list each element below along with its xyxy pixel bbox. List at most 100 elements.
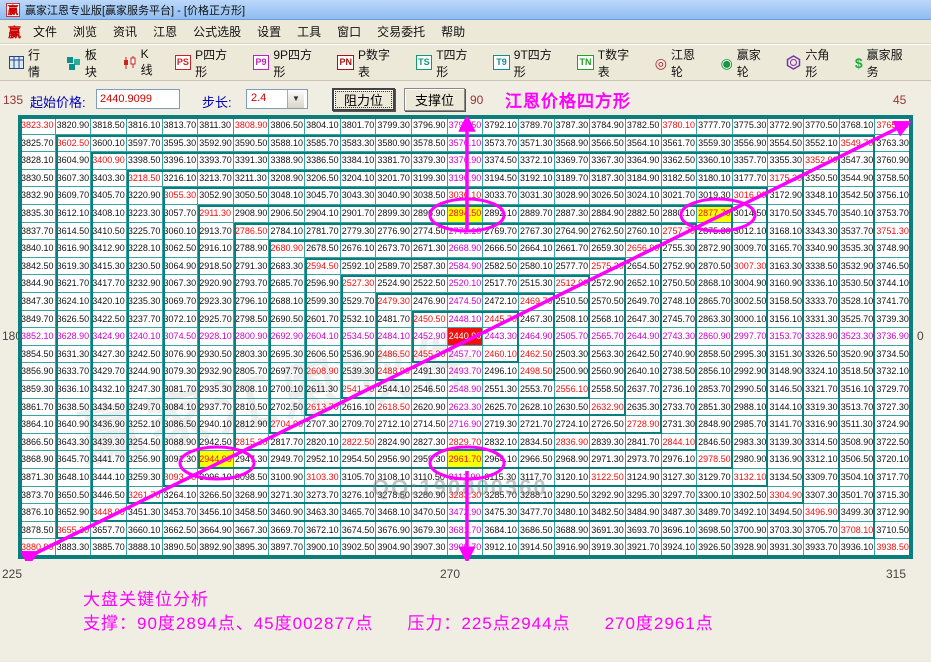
grid-cell[interactable]: 3614.50 [55,222,92,241]
grid-cell[interactable]: 2572.90 [590,275,626,293]
grid-cell[interactable]: 3256.90 [126,451,163,469]
grid-cell[interactable]: 2455.30 [412,345,448,364]
grid-cell[interactable]: 3115.30 [483,469,519,487]
toolbar-t-square[interactable]: TS T四方形 [413,44,482,82]
grid-cell[interactable]: 2673.70 [376,240,413,258]
grid-cell[interactable]: 2832.10 [483,433,519,452]
grid-cell[interactable]: 2748.10 [661,293,698,311]
grid-cell[interactable]: 3072.10 [162,310,199,329]
grid-cell[interactable]: 3532.90 [839,257,876,276]
grid-cell[interactable]: 3688.90 [554,521,591,540]
grid-cell[interactable]: 3040.90 [376,187,413,205]
grid-cell[interactable]: 3523.30 [839,328,876,346]
grid-cell[interactable]: 2496.10 [483,363,519,381]
grid-cell[interactable]: 2724.10 [554,416,591,434]
grid-cell[interactable]: 2779.30 [340,222,377,241]
grid-cell[interactable]: 2776.90 [376,222,413,241]
grid-cell[interactable]: 3938.50 [875,539,911,557]
grid-cell[interactable]: 2616.10 [340,398,377,417]
grid-cell[interactable]: 2560.90 [590,363,626,381]
grid-cell[interactable]: 3360.10 [697,152,733,170]
grid-cell[interactable]: 2712.10 [376,416,413,434]
grid-cell[interactable]: 3921.70 [625,539,662,557]
grid-cell[interactable]: 3324.10 [804,363,840,381]
grid-cell[interactable]: 3674.50 [340,521,377,540]
grid-cell[interactable]: 3554.50 [768,134,805,153]
menu-browse[interactable]: 浏览 [73,25,98,39]
grid-cell[interactable]: 2664.10 [518,240,555,258]
grid-cell[interactable]: 2872.90 [697,240,733,258]
grid-cell[interactable]: 3271.30 [269,486,306,505]
grid-cell[interactable]: 3676.90 [376,521,413,540]
grid-cell[interactable]: 2808.10 [233,381,270,399]
grid-cell[interactable]: 2959.30 [412,451,448,469]
grid-cell[interactable]: 3885.70 [91,539,127,557]
grid-cell[interactable]: 3628.90 [55,328,92,346]
grid-cell[interactable]: 3621.70 [55,275,92,293]
grid-cell[interactable]: 3892.90 [198,539,234,557]
grid-cell[interactable]: 2500.90 [554,363,591,381]
grid-cell[interactable]: 3444.10 [91,469,127,487]
grid-cell[interactable]: 3825.70 [20,134,56,153]
grid-cell[interactable]: 2925.70 [198,310,234,329]
grid-cell[interactable]: 3220.90 [126,187,163,205]
grid-cell[interactable]: 2604.10 [305,328,341,346]
grid-cell[interactable]: 3912.10 [483,539,519,557]
grid-cell[interactable]: 3304.90 [768,486,805,505]
grid-cell[interactable]: 2762.50 [590,222,626,241]
grid-cell[interactable]: 3376.90 [447,152,484,170]
grid-cell[interactable]: 2928.10 [198,328,234,346]
grid-cell[interactable]: 2740.90 [661,345,698,364]
grid-cell[interactable]: 2923.30 [198,293,234,311]
grid-cell[interactable]: 3724.90 [875,416,911,434]
toolbar-sectors[interactable]: 板块 [63,44,111,82]
grid-cell[interactable]: 3919.30 [590,539,626,557]
grid-cell[interactable]: 2940.10 [198,416,234,434]
grid-cell[interactable]: 3139.30 [768,433,805,452]
grid-cell[interactable]: 3388.90 [269,152,306,170]
grid-cell[interactable]: 3403.30 [91,169,127,188]
grid-cell[interactable]: 3067.30 [162,275,199,293]
grid-cell[interactable]: 3895.30 [233,539,270,557]
grid-cell[interactable]: 2659.30 [590,240,626,258]
grid-cell[interactable]: 3830.50 [20,169,56,188]
grid-cell[interactable]: 3424.90 [91,328,127,346]
grid-cell[interactable]: 2529.70 [340,293,377,311]
grid-cell[interactable]: 2460.10 [483,345,519,364]
grid-cell[interactable]: 3194.50 [483,169,519,188]
grid-cell[interactable]: 2913.70 [198,222,234,241]
grid-cell[interactable]: 3120.10 [554,469,591,487]
grid-cell[interactable]: 3374.50 [483,152,519,170]
grid-cell[interactable]: 2798.50 [233,310,270,329]
grid-cell[interactable]: 3496.90 [804,504,840,522]
grid-cell[interactable]: 2760.10 [625,222,662,241]
grid-cell[interactable]: 3112.90 [447,469,484,487]
grid-cell[interactable]: 3492.10 [732,504,769,522]
grid-cell[interactable]: 2683.30 [269,257,306,276]
grid-cell[interactable]: 2630.50 [554,398,591,417]
grid-cell[interactable]: 2671.30 [412,240,448,258]
grid-cell[interactable]: 2875.30 [697,222,733,241]
grid-cell[interactable]: 2510.50 [554,293,591,311]
grid-cell[interactable]: 3698.50 [697,521,733,540]
grid-cell[interactable]: 3806.50 [269,117,306,135]
grid-cell[interactable]: 2652.10 [625,275,662,293]
grid-cell[interactable]: 2846.50 [697,433,733,452]
grid-cell[interactable]: 3633.70 [55,363,92,381]
grid-cell[interactable]: 3302.50 [732,486,769,505]
grid-cell[interactable]: 3321.70 [804,381,840,399]
grid-cell[interactable]: 3792.10 [483,117,519,135]
grid-cell[interactable]: 3259.30 [126,469,163,487]
grid-cell[interactable]: 2440.90 [447,328,484,346]
grid-cell[interactable]: 3876.10 [20,504,56,522]
grid-cell[interactable]: 2635.30 [625,398,662,417]
grid-cell[interactable]: 2445.70 [483,310,519,329]
grid-cell[interactable]: 2656.90 [625,240,662,258]
grid-cell[interactable]: 3753.70 [875,205,911,223]
grid-cell[interactable]: 3609.70 [55,187,92,205]
grid-cell[interactable]: 2858.50 [697,345,733,364]
grid-cell[interactable]: 2860.90 [697,328,733,346]
grid-cell[interactable]: 3660.10 [126,521,163,540]
grid-cell[interactable]: 2930.50 [198,345,234,364]
grid-cell[interactable]: 2976.10 [661,451,698,469]
